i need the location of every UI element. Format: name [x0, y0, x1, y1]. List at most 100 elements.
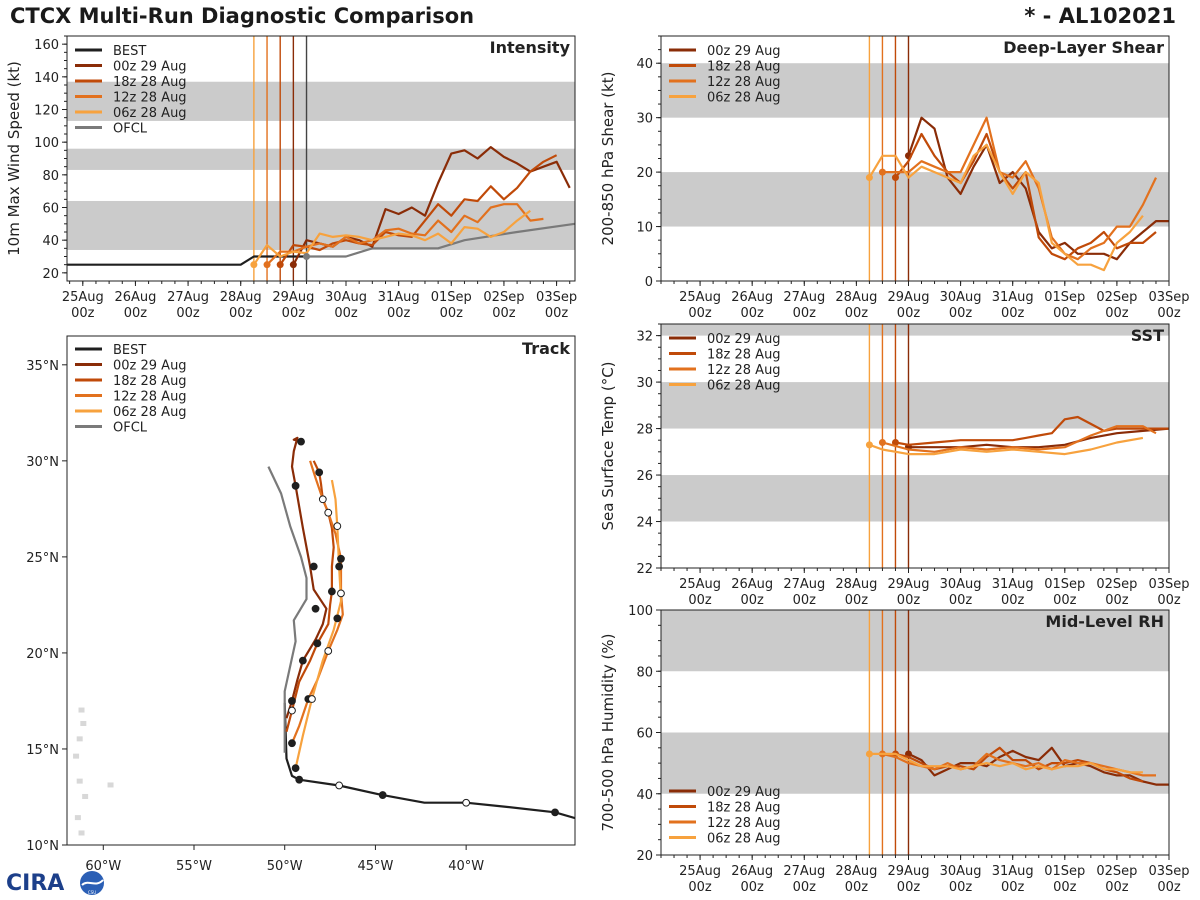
- y-tick-label: 140: [34, 71, 59, 86]
- x-tick-label: 02Sep: [1096, 290, 1137, 305]
- track-point-filled: [337, 554, 345, 563]
- track-point-filled: [327, 587, 336, 596]
- track-point-filled: [295, 775, 304, 784]
- panel-title: Intensity: [490, 38, 571, 57]
- figure-title: CTCX Multi-Run Diagnostic Comparison: [10, 4, 475, 28]
- x-tick-label-hour: 00z: [492, 306, 516, 321]
- x-tick-label-hour: 00z: [845, 306, 869, 321]
- x-tick-label-hour: 00z: [387, 306, 411, 321]
- track-line-18z-28-aug: [285, 460, 335, 732]
- x-tick-label-hour: 00z: [845, 593, 869, 608]
- x-tick-label: 31Aug: [992, 290, 1034, 305]
- x-tick-label-hour: 00z: [1001, 306, 1025, 321]
- island-shape: [76, 736, 83, 742]
- x-tick-label-hour: 00z: [845, 880, 869, 895]
- y-axis-label: 200-850 hPa Shear (kt): [599, 72, 617, 246]
- legend-label: 00z 29 Aug: [707, 332, 781, 347]
- track-point-filled: [298, 656, 307, 665]
- series-start-marker: [865, 441, 873, 449]
- legend-label: BEST: [113, 343, 146, 358]
- track-point-filled: [335, 562, 344, 571]
- panel-title: Track: [522, 339, 570, 358]
- y-tick-label: 20: [636, 166, 653, 181]
- x-tick-label: 01Sep: [1044, 864, 1085, 879]
- y-axis-label: 700-500 hPa Humidity (%): [599, 633, 617, 831]
- legend-label: 00z 29 Aug: [113, 359, 187, 374]
- x-tick-label: 31Aug: [378, 290, 420, 305]
- y-tick-label: 30: [636, 376, 653, 391]
- track-point-filled: [291, 481, 300, 490]
- x-tick-label: 28Aug: [835, 864, 877, 879]
- x-tick-label: 27Aug: [783, 577, 825, 592]
- x-tick-label-hour: 00z: [1105, 306, 1129, 321]
- x-tick-label: 25Aug: [62, 290, 104, 305]
- x-tick-label-hour: 00z: [688, 593, 712, 608]
- y-tick-label: 40: [636, 788, 653, 803]
- x-tick-label-hour: 00z: [1053, 880, 1077, 895]
- track-point-open: [333, 522, 342, 531]
- storm-id: * - AL102021: [1024, 4, 1176, 28]
- x-tick-label: 30Aug: [940, 577, 982, 592]
- chart-intensity: 2040608010012014016025Aug00z26Aug00z27Au…: [5, 35, 577, 321]
- y-tick-label: 40: [42, 234, 59, 249]
- island-shape: [73, 753, 80, 759]
- track-point-filled: [309, 562, 318, 571]
- series-start-marker: [878, 168, 886, 176]
- series-line-06z-28-aug: [869, 752, 1143, 774]
- track-point-filled: [333, 614, 342, 623]
- legend-label: BEST: [113, 44, 146, 59]
- x-tick-label: 30Aug: [940, 864, 982, 879]
- legend-label: 12z 28 Aug: [707, 816, 781, 831]
- y-tick-label: 30: [636, 112, 653, 127]
- x-tick-label-hour: 00z: [793, 880, 817, 895]
- x-tick-label: 29Aug: [888, 290, 930, 305]
- x-tick-label: 25Aug: [679, 577, 721, 592]
- x-tick-label: 28Aug: [220, 290, 262, 305]
- y-tick-label: 15°N: [26, 743, 59, 758]
- y-tick-label: 25°N: [26, 551, 59, 566]
- legend-label: 06z 28 Aug: [113, 405, 187, 420]
- y-tick-label: 30°N: [26, 455, 59, 470]
- x-tick-label-hour: 00z: [793, 306, 817, 321]
- series-line-18z-28-aug: [279, 154, 558, 266]
- track-point-open: [324, 647, 333, 655]
- x-tick-label-hour: 00z: [688, 880, 712, 895]
- x-tick-label: 26Aug: [731, 290, 773, 305]
- track-point-open: [318, 495, 327, 504]
- series-start-marker: [878, 439, 886, 447]
- shaded-band: [661, 475, 1169, 522]
- chart-rh: 2040608010025Aug00z26Aug00z27Aug00z28Aug…: [599, 604, 1190, 895]
- x-tick-label-hour: 00z: [71, 306, 95, 321]
- legend-label: 06z 28 Aug: [113, 106, 187, 121]
- panel-title: SST: [1131, 326, 1164, 345]
- track-line-best: [283, 702, 575, 820]
- x-tick-label-hour: 00z: [1001, 593, 1025, 608]
- track-point-filled: [313, 639, 322, 648]
- x-tick-label-hour: 00z: [545, 306, 569, 321]
- x-tick-label: 25Aug: [679, 290, 721, 305]
- track-point-open: [324, 508, 333, 517]
- series-line-00z-29-aug: [908, 427, 1169, 449]
- track-point-open: [308, 695, 316, 703]
- y-tick-label: 20: [42, 267, 59, 282]
- y-tick-label: 100: [628, 604, 653, 619]
- chart-track: 10°N 15°N 20°N 25°N 30°N 35°N 60°W 55°W 50°W 45°W…: [26, 335, 576, 874]
- x-tick-label-hour: 00z: [1053, 593, 1077, 608]
- x-tick-label: 50°W: [267, 859, 303, 874]
- y-tick-label: 28: [636, 423, 653, 438]
- x-tick-label: 02Sep: [1096, 864, 1137, 879]
- x-tick-label: 03Sep: [1148, 290, 1189, 305]
- x-tick-label-hour: 00z: [1157, 880, 1181, 895]
- island-shape: [76, 778, 83, 784]
- x-tick-label-hour: 00z: [949, 880, 973, 895]
- shaded-band: [661, 63, 1169, 118]
- x-tick-label: 31Aug: [992, 577, 1034, 592]
- x-tick-label-hour: 00z: [1053, 306, 1077, 321]
- island-shape: [80, 720, 87, 726]
- x-tick-label: 45°W: [357, 859, 393, 874]
- x-tick-label-hour: 00z: [124, 306, 148, 321]
- x-tick-label: 27Aug: [783, 864, 825, 879]
